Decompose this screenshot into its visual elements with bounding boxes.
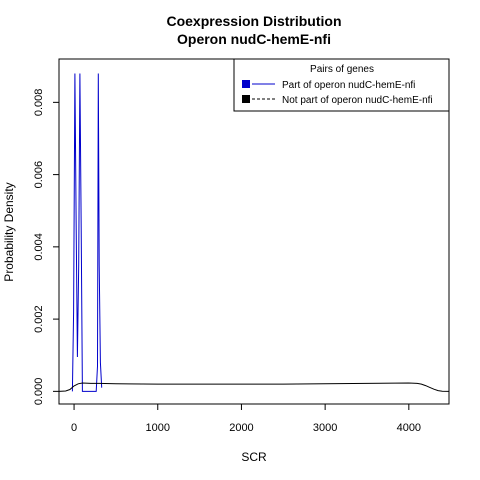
x-axis: 0 1000 2000 3000 4000	[71, 404, 421, 434]
legend-entry-not-part: Not part of operon nudC-hemE-nfi	[282, 95, 433, 106]
legend-title: Pairs of genes	[310, 64, 374, 75]
x-tick-label: 1000	[146, 422, 170, 434]
y-tick-label: 0.006	[33, 161, 45, 189]
series-layer	[58, 73, 450, 392]
legend-swatch-not-part	[242, 95, 250, 103]
x-tick-label: 3000	[313, 422, 337, 434]
legend-entry-part: Part of operon nudC-hemE-nfi	[282, 80, 415, 91]
y-axis-label: Probability Density	[2, 182, 16, 281]
chart-subtitle: Operon nudC-hemE-nfi	[177, 31, 331, 47]
x-tick-label: 4000	[397, 422, 421, 434]
y-axis: 0.000 0.002 0.004 0.006 0.008	[33, 89, 59, 406]
x-tick-label: 0	[71, 422, 77, 434]
y-tick-label: 0.008	[33, 89, 45, 117]
legend: Pairs of genes Part of operon nudC-hemE-…	[233, 58, 450, 112]
x-tick-label: 2000	[229, 422, 253, 434]
y-tick-label: 0.000	[33, 378, 45, 406]
legend-box	[233, 58, 450, 112]
legend-swatch-part	[242, 80, 250, 88]
y-tick-label: 0.002	[33, 305, 45, 333]
series-line-part-of-operon	[71, 73, 103, 392]
y-tick-label: 0.004	[33, 233, 45, 261]
chart-title: Coexpression Distribution	[166, 13, 341, 29]
series-line-not-part-of-operon	[58, 382, 450, 392]
x-axis-label: SCR	[241, 450, 267, 464]
